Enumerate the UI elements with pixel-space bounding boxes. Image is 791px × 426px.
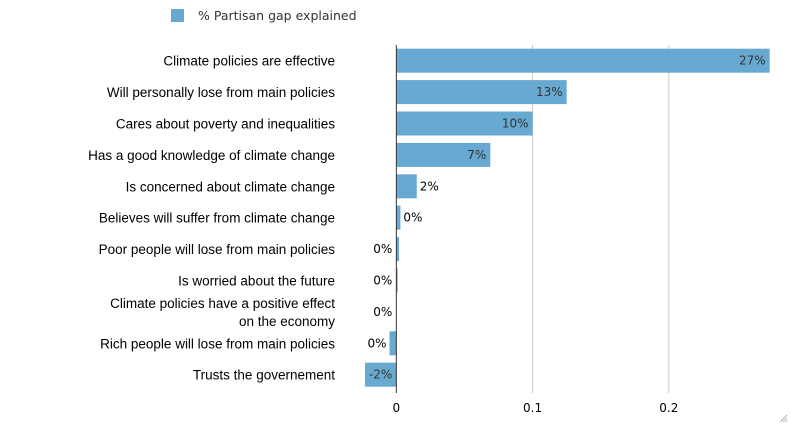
bar[interactable] [396,268,398,293]
bar[interactable] [365,362,397,387]
data-label: 0% [373,242,392,256]
bar[interactable] [396,174,417,199]
legend-swatch [171,9,184,22]
legend-label: % Partisan gap explained [198,8,357,23]
data-label: 0% [373,274,392,288]
data-label: 0% [373,305,392,319]
category-label: Is worried about the future [178,274,335,289]
data-label: 2% [420,179,439,193]
data-labels: 27% 13% 10% 7% 2% 0% 0% 0% 0% 0% -2% [367,54,765,382]
data-label: 0% [403,211,422,225]
bars [365,48,770,387]
bar[interactable] [396,142,491,167]
category-labels: Climate policies are effective Will perso… [88,54,335,383]
x-tick-label: 0 [393,401,401,415]
data-label: -2% [369,368,392,382]
data-label: 13% [536,85,563,99]
bar[interactable] [389,331,397,356]
bar[interactable] [396,205,401,230]
data-label: 0% [367,336,386,350]
bar[interactable] [396,48,770,73]
category-label: Rich people will lose from main policies [100,336,335,351]
legend[interactable]: % Partisan gap explained [171,8,357,23]
category-label: on the economy [239,314,335,329]
bar[interactable] [396,111,533,136]
bar[interactable] [396,80,567,105]
data-label: 27% [739,54,766,68]
category-label: Climate policies are effective [163,54,335,69]
category-label: Trusts the governement [193,368,335,383]
x-tick-label: 0.2 [659,401,678,415]
category-label: Poor people will lose from main policies [99,242,336,257]
category-label: Cares about poverty and inequalities [116,117,335,132]
category-label: Climate policies have a positive effect [110,296,335,311]
data-label: 10% [502,117,529,131]
x-axis-ticks: 0 0.1 0.2 [393,401,679,415]
category-label: Will personally lose from main policies [107,85,335,100]
resize-grip-icon[interactable] [778,413,788,423]
data-label: 7% [467,148,486,162]
category-label: Believes will suffer from climate change [99,211,335,226]
x-tick-label: 0.1 [523,401,542,415]
category-label: Has a good knowledge of climate change [88,148,335,163]
category-label: Is concerned about climate change [126,179,335,194]
bar[interactable] [396,237,400,262]
